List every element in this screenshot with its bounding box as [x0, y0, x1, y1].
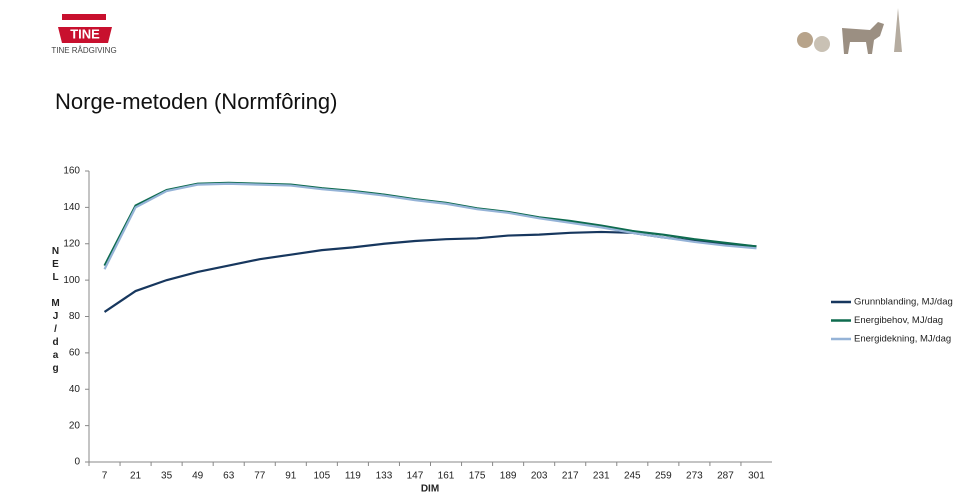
y-tick-label: 120: [63, 238, 80, 249]
legend-label: Energibehov, MJ/dag: [854, 315, 943, 326]
logo-subtitle: TINE RÅDGIVING: [51, 46, 116, 55]
x-tick-label: 301: [748, 471, 765, 482]
x-tick-label: 133: [376, 471, 393, 482]
legend-label: Energidekning, MJ/dag: [854, 334, 951, 345]
x-tick-label: 77: [254, 471, 266, 482]
y-tick-label: 60: [69, 348, 81, 359]
x-tick-label: 245: [624, 471, 641, 482]
slide-title: Norge-metoden (Normfôring): [55, 89, 337, 114]
series-line: [103, 230, 757, 313]
x-tick-label: 63: [223, 471, 235, 482]
x-tick-label: 147: [407, 471, 424, 482]
y-axis-title: NEL MJ/dag: [50, 246, 61, 376]
logo-badge: [58, 27, 112, 43]
series-line: [103, 181, 757, 267]
x-tick-label: 21: [130, 471, 142, 482]
logo-roof: [62, 14, 106, 20]
y-tick-label: 80: [69, 311, 81, 322]
y-tick-label: 40: [69, 384, 81, 395]
x-tick-label: 91: [285, 471, 297, 482]
x-tick-label: 175: [469, 471, 486, 482]
x-tick-label: 119: [345, 471, 361, 482]
x-tick-label: 161: [438, 471, 455, 482]
goat-icon: [797, 8, 902, 54]
y-tick-label: 0: [74, 457, 80, 468]
y-tick-label: 100: [63, 275, 80, 286]
x-tick-label: 189: [500, 471, 517, 482]
legend-label: Grunnblanding, MJ/dag: [854, 297, 953, 308]
y-tick-label: 160: [63, 166, 80, 177]
x-tick-label: 49: [192, 471, 204, 482]
x-tick-label: 273: [686, 471, 703, 482]
y-tick-label: 20: [69, 420, 81, 431]
x-tick-label: 7: [102, 471, 108, 482]
x-tick-label: 287: [717, 471, 734, 482]
x-tick-label: 259: [655, 471, 672, 482]
x-tick-label: 203: [531, 471, 548, 482]
y-tick-label: 140: [63, 202, 80, 213]
series-line: [103, 182, 757, 270]
x-axis-title: DIM: [421, 484, 439, 493]
logo: TINE TINE RÅDGIVING: [51, 14, 117, 55]
x-tick-label: 217: [562, 471, 579, 482]
x-tick-label: 35: [161, 471, 173, 482]
x-tick-label: 105: [313, 471, 330, 482]
logo-brand: TINE: [70, 26, 100, 41]
x-tick-label: 231: [593, 471, 610, 482]
